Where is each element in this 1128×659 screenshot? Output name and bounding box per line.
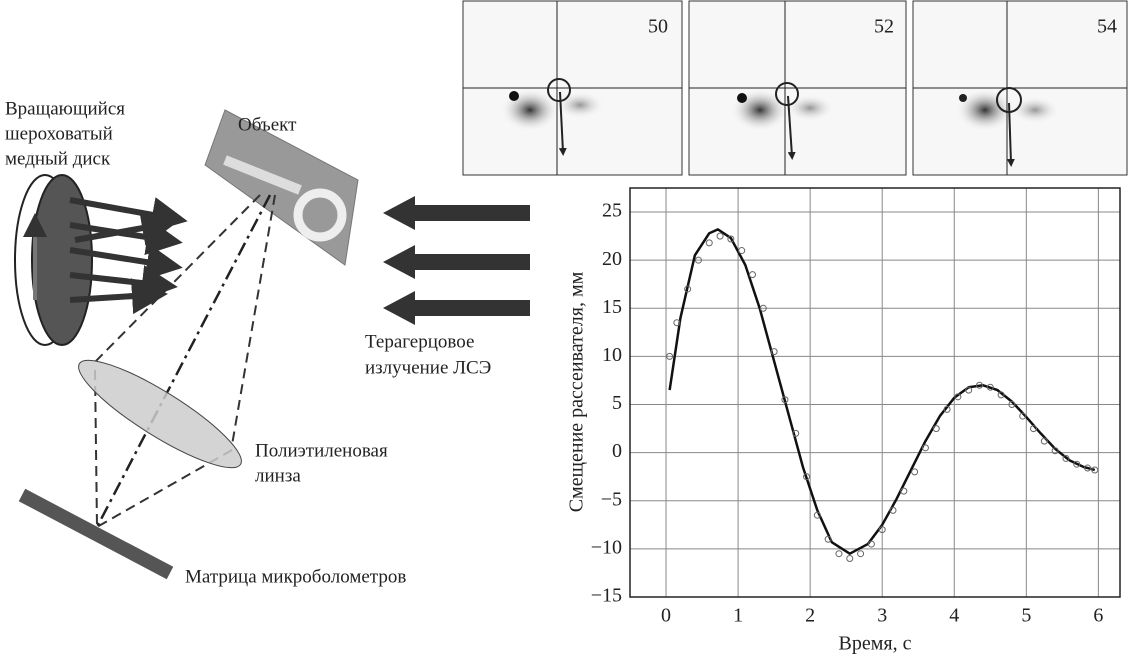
label: Объект: [238, 114, 297, 135]
y-tick-label: 25: [602, 200, 622, 222]
x-tick-label: 5: [1021, 605, 1031, 627]
x-tick-label: 3: [877, 605, 887, 627]
x-tick-label: 6: [1093, 605, 1103, 627]
y-tick-label: −10: [591, 536, 622, 558]
y-tick-label: 10: [602, 344, 622, 366]
x-tick-label: 4: [949, 605, 959, 627]
label: излучение ЛСЭ: [365, 357, 491, 378]
frame-number: 52: [874, 16, 894, 38]
data-point: [858, 551, 864, 557]
data-point: [933, 426, 939, 432]
x-tick-label: 2: [805, 605, 815, 627]
setup: Вращающийся шероховатый медный диск Объе…: [5, 98, 530, 587]
y-tick-label: −15: [591, 585, 622, 607]
y-tick-label: 0: [612, 440, 622, 462]
data-point: [847, 556, 853, 562]
label: линза: [255, 465, 301, 486]
label: шероховатый: [5, 123, 113, 144]
y-tick-label: 15: [602, 296, 622, 318]
frame-number: 50: [648, 16, 668, 38]
data-point: [750, 272, 756, 278]
x-tick-label: 1: [733, 605, 743, 627]
label: медный диск: [5, 148, 111, 169]
chart: Время, с Смещение рассеивателя, мм 25201…: [566, 188, 1120, 655]
label: Матрица микроболометров: [185, 566, 406, 587]
data-point: [836, 551, 842, 557]
data-point: [739, 248, 745, 254]
y-tick-label: 5: [612, 392, 622, 414]
y-tick-label: −5: [601, 488, 622, 510]
label: Терагерцовое: [365, 331, 474, 352]
y-tick-label: 20: [602, 248, 622, 270]
label: Вращающийся: [5, 98, 125, 119]
x-axis-label: Время, с: [839, 633, 912, 655]
frames: 50 52 54: [463, 1, 1127, 175]
data-point: [912, 469, 918, 475]
figure: 50 52 54 Вращающийся шероховатый мед: [0, 0, 1128, 659]
x-tick-label: 0: [661, 605, 671, 627]
data-point: [706, 240, 712, 246]
y-axis-label: Смещение рассеивателя, мм: [566, 271, 588, 512]
data-point: [717, 233, 723, 239]
frame-number: 54: [1097, 16, 1117, 38]
label: Полиэтиленовая: [255, 440, 388, 461]
frame: [913, 1, 1127, 175]
